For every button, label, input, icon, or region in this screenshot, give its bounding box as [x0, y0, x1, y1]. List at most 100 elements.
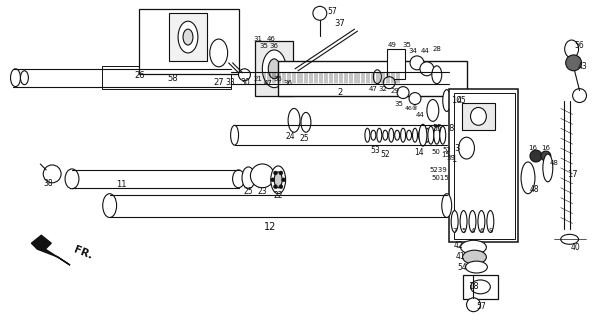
Text: 54: 54	[458, 263, 467, 272]
Circle shape	[420, 62, 434, 76]
Text: 16: 16	[541, 145, 550, 151]
Ellipse shape	[395, 130, 400, 140]
Text: 28: 28	[433, 46, 441, 52]
Text: 25: 25	[244, 187, 253, 196]
Ellipse shape	[401, 128, 406, 142]
Polygon shape	[31, 235, 70, 265]
Text: 18: 18	[468, 282, 479, 292]
Ellipse shape	[373, 70, 381, 84]
Circle shape	[279, 171, 283, 175]
Ellipse shape	[470, 280, 490, 294]
Text: 36: 36	[284, 80, 293, 86]
Circle shape	[467, 298, 481, 312]
Ellipse shape	[469, 211, 476, 232]
Bar	[449, 89, 518, 242]
Ellipse shape	[418, 130, 424, 140]
Ellipse shape	[463, 250, 487, 264]
Text: 36: 36	[270, 43, 279, 49]
Text: 47: 47	[369, 86, 378, 92]
Text: 14: 14	[414, 148, 424, 156]
Circle shape	[274, 171, 277, 175]
Ellipse shape	[419, 124, 427, 146]
Circle shape	[271, 178, 275, 182]
Ellipse shape	[434, 126, 440, 144]
Ellipse shape	[242, 167, 255, 189]
Text: 35: 35	[395, 101, 404, 108]
Bar	[256, 41, 293, 96]
Text: 29: 29	[391, 88, 400, 94]
Text: 48: 48	[529, 185, 539, 194]
Text: 43: 43	[578, 62, 587, 71]
Ellipse shape	[451, 211, 458, 232]
Text: 15: 15	[441, 152, 450, 158]
Ellipse shape	[183, 29, 193, 45]
Text: 41: 41	[456, 252, 466, 261]
Bar	[169, 13, 207, 61]
Ellipse shape	[442, 194, 452, 218]
Ellipse shape	[427, 100, 439, 121]
Ellipse shape	[458, 137, 475, 159]
Circle shape	[239, 69, 250, 81]
Text: 44: 44	[421, 48, 429, 54]
Text: 21: 21	[254, 76, 263, 82]
Ellipse shape	[103, 194, 116, 218]
Ellipse shape	[365, 128, 370, 142]
Text: FR.: FR.	[72, 245, 94, 261]
Text: 27: 27	[214, 78, 224, 87]
Text: 35: 35	[260, 43, 269, 49]
Ellipse shape	[521, 162, 535, 194]
Ellipse shape	[288, 108, 300, 132]
Text: 46: 46	[267, 36, 275, 42]
Text: 26: 26	[134, 71, 145, 80]
Text: 30: 30	[241, 78, 250, 87]
Text: 24: 24	[285, 132, 295, 141]
Text: 50: 50	[431, 149, 440, 155]
Circle shape	[541, 151, 551, 161]
Text: 31: 31	[254, 36, 263, 42]
Text: 9: 9	[488, 228, 493, 234]
Ellipse shape	[262, 50, 286, 88]
Ellipse shape	[487, 211, 494, 232]
Text: 33: 33	[226, 78, 235, 87]
Text: 58: 58	[168, 74, 178, 83]
Text: 49: 49	[388, 42, 397, 48]
Text: 25: 25	[299, 134, 309, 143]
Circle shape	[281, 178, 286, 182]
Text: 11: 11	[116, 180, 127, 189]
Circle shape	[250, 164, 274, 188]
Ellipse shape	[543, 154, 553, 182]
Text: 53: 53	[370, 146, 380, 155]
Text: 23: 23	[257, 187, 267, 196]
Circle shape	[313, 6, 327, 20]
Ellipse shape	[407, 130, 412, 140]
Ellipse shape	[210, 39, 227, 67]
Text: 34: 34	[409, 48, 418, 54]
Text: 4: 4	[470, 228, 475, 234]
Text: 3: 3	[454, 144, 460, 153]
Text: 44: 44	[416, 112, 424, 118]
Text: 52: 52	[380, 149, 390, 158]
Ellipse shape	[178, 21, 198, 53]
Text: 5: 5	[461, 228, 466, 234]
Ellipse shape	[432, 66, 442, 84]
Text: 22: 22	[274, 191, 283, 200]
Text: 16: 16	[529, 145, 538, 151]
Ellipse shape	[230, 125, 239, 145]
Ellipse shape	[430, 130, 436, 140]
Circle shape	[409, 92, 421, 105]
Circle shape	[279, 185, 283, 189]
Text: 32: 32	[379, 86, 388, 92]
Text: 42: 42	[454, 241, 463, 250]
Ellipse shape	[413, 128, 418, 142]
Text: 35: 35	[274, 76, 283, 82]
Text: 57: 57	[328, 7, 338, 16]
Circle shape	[274, 185, 277, 189]
Text: 38: 38	[43, 179, 53, 188]
Ellipse shape	[383, 130, 388, 140]
Ellipse shape	[371, 130, 376, 140]
Text: 8: 8	[448, 124, 454, 133]
Text: 47: 47	[264, 80, 273, 86]
Text: 39: 39	[446, 155, 455, 161]
Ellipse shape	[233, 170, 244, 188]
Ellipse shape	[443, 90, 451, 111]
